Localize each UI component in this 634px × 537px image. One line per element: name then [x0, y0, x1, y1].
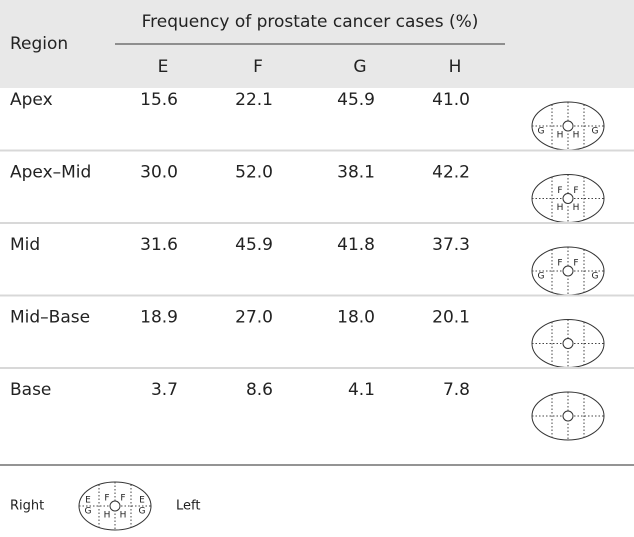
- value-cell: 41.8: [337, 235, 375, 255]
- value-cell: 4.1: [348, 380, 375, 400]
- value-cell: 20.1: [432, 308, 470, 328]
- zone-label: G: [592, 272, 599, 282]
- value-cell: 22.1: [235, 90, 273, 110]
- value-cell: 37.3: [432, 235, 470, 255]
- value-cell: 31.6: [140, 235, 178, 255]
- region-cell: Mid–Base: [10, 308, 90, 328]
- column-header: F: [253, 57, 263, 77]
- zone-label: F: [557, 259, 562, 269]
- zone-label: F: [120, 494, 125, 504]
- zone-label: F: [573, 186, 578, 196]
- zone-label: H: [104, 511, 111, 521]
- value-cell: 52.0: [235, 163, 273, 183]
- value-cell: 7.8: [443, 380, 470, 400]
- zone-label: G: [85, 507, 92, 517]
- zone-label: G: [592, 127, 599, 137]
- value-cell: 42.2: [432, 163, 470, 183]
- value-cell: 45.9: [337, 90, 375, 110]
- zone-label: G: [538, 272, 545, 282]
- value-cell: 8.6: [246, 380, 273, 400]
- zone-label: H: [120, 511, 127, 521]
- region-cell: Apex–Mid: [10, 163, 91, 183]
- value-cell: 41.0: [432, 90, 470, 110]
- column-header: H: [449, 57, 462, 77]
- table-page: Region Frequency of prostate cancer case…: [0, 0, 634, 537]
- value-cell: 18.9: [140, 308, 178, 328]
- column-header: G: [353, 57, 366, 77]
- zone-label: G: [538, 127, 545, 137]
- urethra: [563, 194, 573, 204]
- urethra: [563, 266, 573, 276]
- zone-label: H: [557, 203, 564, 213]
- region-header: Region: [10, 34, 68, 54]
- value-cell: 18.0: [337, 308, 375, 328]
- zone-label: F: [557, 186, 562, 196]
- value-cell: 30.0: [140, 163, 178, 183]
- zone-label: F: [104, 494, 109, 504]
- region-cell: Apex: [10, 90, 53, 110]
- zone-label: G: [139, 507, 146, 517]
- legend-left: Left: [176, 499, 200, 514]
- column-header: E: [158, 57, 169, 77]
- urethra: [563, 411, 573, 421]
- value-cell: 27.0: [235, 308, 273, 328]
- zone-label: H: [573, 131, 580, 141]
- zone-label: F: [573, 259, 578, 269]
- region-cell: Mid: [10, 235, 40, 255]
- value-cell: 38.1: [337, 163, 375, 183]
- region-cell: Base: [10, 380, 51, 400]
- zone-label: H: [573, 203, 580, 213]
- value-cell: 15.6: [140, 90, 178, 110]
- urethra: [110, 501, 120, 511]
- table-title: Frequency of prostate cancer cases (%): [142, 12, 479, 32]
- zone-label: H: [557, 131, 564, 141]
- urethra: [563, 121, 573, 131]
- urethra: [563, 339, 573, 349]
- zone-label: E: [139, 496, 145, 506]
- zone-label: E: [85, 496, 91, 506]
- legend-right: Right: [10, 499, 44, 514]
- value-cell: 3.7: [151, 380, 178, 400]
- value-cell: 45.9: [235, 235, 273, 255]
